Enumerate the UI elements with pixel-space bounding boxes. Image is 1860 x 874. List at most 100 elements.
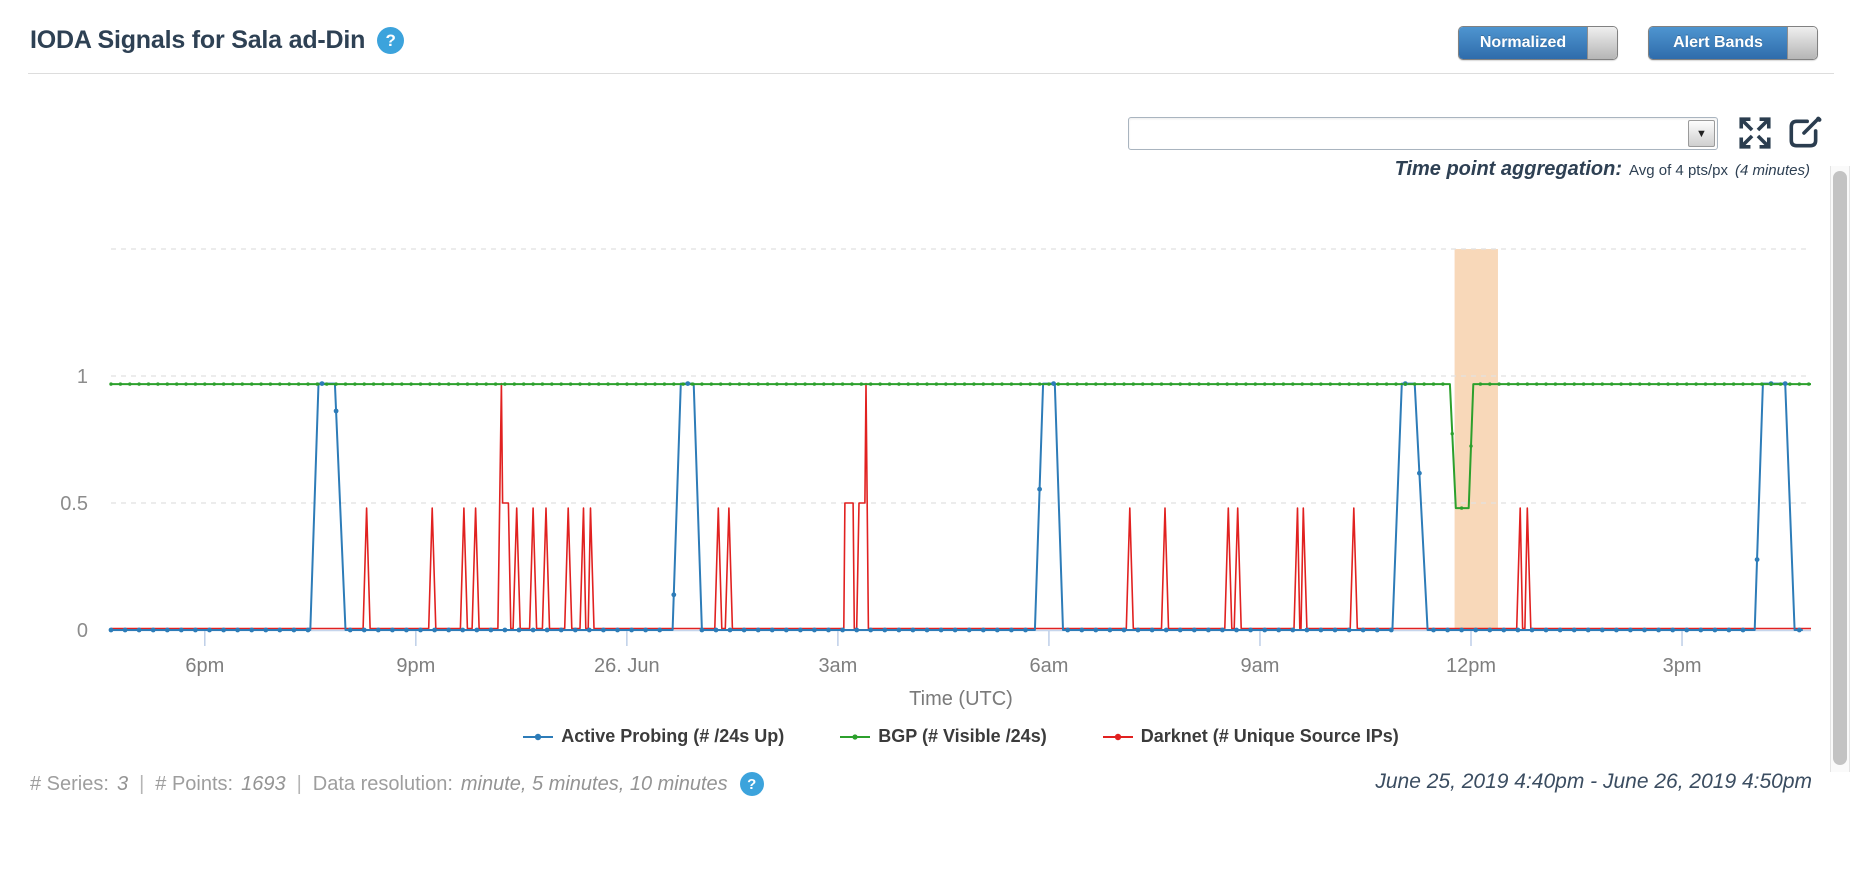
data-point-marker [1529, 627, 1535, 633]
data-point-marker [287, 382, 291, 386]
points-count-label: # Points: [155, 772, 234, 795]
data-point-marker [1628, 382, 1633, 386]
series-select[interactable]: ▼ [1128, 117, 1718, 150]
data-point-marker [991, 382, 995, 386]
data-point-marker [1525, 382, 1530, 386]
data-point-marker [193, 382, 198, 386]
x-tick-label: 6am [1029, 655, 1068, 677]
data-point-marker [1563, 382, 1567, 386]
data-point-marker [221, 627, 227, 633]
data-point-marker [1553, 382, 1558, 386]
data-point-marker [333, 408, 339, 414]
dropdown-arrow-icon[interactable]: ▼ [1688, 120, 1715, 147]
data-point-marker [1722, 382, 1726, 386]
data-point-marker [1557, 627, 1563, 633]
legend-label: Active Probing (# /24s Up) [561, 726, 785, 746]
data-point-marker [559, 382, 563, 386]
data-point-marker [474, 627, 480, 633]
data-point-marker [305, 627, 311, 633]
data-point-marker [882, 627, 888, 633]
data-point-marker [1769, 382, 1773, 386]
data-point-marker [1797, 382, 1802, 386]
data-point-marker [1328, 382, 1333, 386]
chart-legend: Active Probing (# /24s Up) BGP (# Visibl… [111, 726, 1811, 747]
signals-chart[interactable]: 6pm 9pm 26. Jun 3am 6am 9am 12pm 3pm 0 0.5 1 [0, 0, 1860, 710]
data-point-marker [568, 382, 573, 386]
data-point-marker [1346, 627, 1352, 633]
edit-icon[interactable] [1786, 115, 1822, 151]
data-point-marker [390, 627, 395, 633]
toggle-handle[interactable] [1787, 27, 1817, 59]
data-point-marker [381, 382, 385, 386]
data-point-marker [193, 627, 198, 633]
data-point-marker [1107, 627, 1113, 633]
data-point-marker [972, 382, 976, 386]
data-point-marker [178, 627, 184, 633]
data-point-marker [1591, 382, 1595, 386]
data-point-marker [783, 627, 789, 633]
data-point-marker [643, 382, 648, 386]
expand-icon[interactable] [1737, 115, 1773, 151]
data-point-marker [1141, 382, 1145, 386]
data-point-marker [850, 382, 854, 386]
data-point-marker [1599, 627, 1605, 633]
data-point-marker [1187, 382, 1192, 386]
data-point-marker [643, 627, 648, 633]
legend-item-bgp[interactable]: BGP (# Visible /24s) [840, 726, 1047, 747]
data-point-marker [1610, 382, 1614, 386]
data-point-marker [1037, 382, 1042, 386]
data-point-marker [1028, 382, 1032, 386]
data-point-marker [531, 382, 535, 386]
data-point-marker [1614, 627, 1619, 633]
data-point-marker [240, 382, 244, 386]
data-point-marker [122, 627, 128, 633]
scrollbar-track[interactable] [1830, 166, 1850, 772]
date-range: June 25, 2019 4:40pm - June 26, 2019 4:5… [1375, 770, 1812, 793]
data-point-marker [1356, 382, 1361, 386]
legend-label: Darknet (# Unique Source IPs) [1140, 726, 1399, 746]
data-point-marker [681, 382, 685, 386]
data-point-marker [1431, 382, 1436, 386]
series-count-value: 3 [116, 772, 129, 795]
normalized-toggle[interactable]: Normalized [1458, 26, 1618, 60]
x-tick-label: 3am [818, 655, 857, 677]
data-point-marker [1581, 382, 1586, 386]
data-point-marker [840, 627, 845, 633]
x-tick-label: 12pm [1446, 655, 1496, 677]
data-point-marker [1675, 382, 1680, 386]
data-point-marker [1403, 382, 1408, 386]
data-point-marker [1197, 382, 1201, 386]
header-divider [28, 73, 1834, 74]
help-icon[interactable]: ? [739, 772, 764, 796]
data-point-marker [1206, 627, 1211, 633]
data-point-marker [1782, 381, 1788, 386]
toggle-handle[interactable] [1587, 27, 1617, 59]
data-point-marker [1441, 382, 1445, 386]
data-point-marker [544, 627, 550, 633]
data-point-marker [353, 382, 357, 386]
legend-swatch [523, 733, 554, 740]
separator: | [296, 772, 302, 795]
data-point-marker [1300, 382, 1304, 386]
data-point-marker [250, 382, 254, 386]
data-point-marker [671, 592, 677, 598]
legend-item-active-probing[interactable]: Active Probing (# /24s Up) [523, 726, 784, 747]
alert-bands-toggle[interactable]: Alert Bands [1648, 26, 1818, 60]
data-point-marker [1788, 382, 1792, 386]
data-point-marker [822, 382, 826, 386]
data-point-marker [1234, 382, 1239, 386]
data-point-marker [1075, 382, 1079, 386]
data-point-marker [629, 627, 634, 633]
data-point-marker [203, 382, 207, 386]
help-icon[interactable]: ? [377, 27, 405, 54]
data-point-marker [137, 382, 141, 386]
data-point-marker [1642, 627, 1647, 633]
data-point-marker [334, 382, 338, 386]
data-point-marker [755, 627, 761, 633]
data-point-marker [268, 382, 273, 386]
data-point-marker [136, 627, 142, 633]
data-point-marker [1094, 382, 1098, 386]
scrollbar-thumb[interactable] [1833, 171, 1847, 765]
legend-item-darknet[interactable]: Darknet (# Unique Source IPs) [1102, 726, 1399, 747]
data-point-marker [1535, 382, 1539, 386]
